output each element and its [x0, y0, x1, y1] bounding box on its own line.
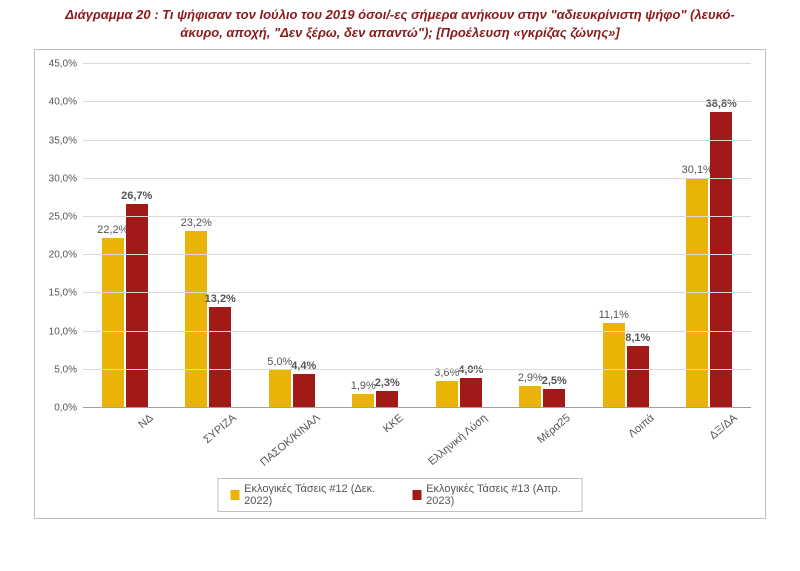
y-tick-label: 15,0%: [49, 288, 83, 299]
bar: [710, 112, 732, 409]
bar: [352, 394, 374, 409]
legend-swatch-2: [413, 490, 422, 500]
value-label: 23,2%: [181, 217, 212, 229]
y-tick-label: 45,0%: [49, 59, 83, 70]
page: Διάγραμμα 20 : Τι ψήφισαν τον Ιούλιο του…: [0, 0, 800, 571]
bar-pair: 1,9%2,3%: [352, 64, 398, 408]
chart-title: Διάγραμμα 20 : Τι ψήφισαν τον Ιούλιο του…: [12, 6, 788, 41]
value-label: 26,7%: [121, 190, 152, 202]
grid-line: [83, 63, 751, 64]
x-tick-label: Ελληνική Λύση: [426, 412, 489, 468]
value-label: 4,4%: [291, 360, 316, 372]
bar: [519, 386, 541, 408]
bar: [293, 374, 315, 408]
value-label: 13,2%: [205, 293, 236, 305]
x-tick-label: ΚΚΕ: [381, 412, 406, 435]
value-label: 22,2%: [97, 224, 128, 236]
value-label: 11,1%: [599, 309, 629, 321]
value-label: 2,9%: [518, 372, 543, 384]
bar: [460, 378, 482, 409]
y-tick-label: 0,0%: [54, 403, 83, 414]
title-line-2: άκυρο, αποχή, "Δεν ξέρω, δεν απαντώ"); […: [180, 25, 619, 40]
bar-pair: 5,0%4,4%: [269, 64, 315, 408]
x-tick-label: ΔΞ/ΔΑ: [708, 412, 740, 442]
legend-label-2: Εκλογικές Τάσεις #13 (Απρ. 2023): [426, 483, 569, 507]
legend: Εκλογικές Τάσεις #12 (Δεκ. 2022) Εκλογικ…: [218, 478, 583, 512]
grid-line: [83, 178, 751, 179]
bar: [209, 307, 231, 408]
bar: [603, 323, 625, 408]
value-label: 38,8%: [706, 98, 737, 110]
bar: [269, 370, 291, 408]
grid-line: [83, 331, 751, 332]
x-tick-label: ΝΔ: [136, 412, 155, 431]
legend-label-1: Εκλογικές Τάσεις #12 (Δεκ. 2022): [244, 483, 384, 507]
grid-line: [83, 292, 751, 293]
grid-line: [83, 101, 751, 102]
x-tick-label: ΠΑΣΟΚ/ΚΙΝΑΛ: [258, 412, 322, 469]
x-tick-label: ΣΥΡΙΖΑ: [202, 412, 239, 446]
bars-layer: 22,2%26,7%23,2%13,2%5,0%4,4%1,9%2,3%3,6%…: [83, 64, 751, 408]
bar: [126, 204, 148, 408]
bar-pair: 30,1%38,8%: [686, 64, 732, 408]
bar-pair: 11,1%8,1%: [603, 64, 649, 408]
value-label: 2,3%: [375, 377, 400, 389]
plot-area: 22,2%26,7%23,2%13,2%5,0%4,4%1,9%2,3%3,6%…: [83, 64, 751, 408]
grid-line: [83, 254, 751, 255]
bar-pair: 23,2%13,2%: [185, 64, 231, 408]
y-tick-label: 5,0%: [54, 364, 83, 375]
value-label: 5,0%: [267, 356, 292, 368]
grid-line: [83, 216, 751, 217]
y-tick-label: 25,0%: [49, 211, 83, 222]
value-label: 1,9%: [351, 380, 376, 392]
y-tick-label: 30,0%: [49, 173, 83, 184]
bar: [102, 238, 124, 408]
y-tick-label: 10,0%: [49, 326, 83, 337]
bar: [436, 381, 458, 409]
y-tick-label: 20,0%: [49, 250, 83, 261]
value-label: 2,5%: [542, 375, 567, 387]
grid-line: [83, 140, 751, 141]
bar: [627, 346, 649, 408]
chart-container: 22,2%26,7%23,2%13,2%5,0%4,4%1,9%2,3%3,6%…: [34, 49, 766, 519]
grid-line: [83, 369, 751, 370]
legend-item-series-2: Εκλογικές Τάσεις #13 (Απρ. 2023): [413, 483, 570, 507]
y-tick-label: 35,0%: [49, 135, 83, 146]
x-tick-label: Λοιπά: [626, 412, 656, 440]
y-tick-label: 40,0%: [49, 97, 83, 108]
title-line-1: Διάγραμμα 20 : Τι ψήφισαν τον Ιούλιο του…: [65, 7, 735, 22]
value-label: 8,1%: [625, 332, 650, 344]
legend-swatch-1: [231, 490, 240, 500]
bar-pair: 2,9%2,5%: [519, 64, 565, 408]
bar-pair: 3,6%4,0%: [436, 64, 482, 408]
bar-pair: 22,2%26,7%: [102, 64, 148, 408]
value-label: 30,1%: [682, 164, 713, 176]
x-axis-labels: ΝΔ ΣΥΡΙΖΑ ΠΑΣΟΚ/ΚΙΝΑΛ ΚΚΕ Ελληνική Λύση Μέρα2…: [83, 408, 751, 482]
bar: [376, 391, 398, 409]
x-tick-label: Μέρα25: [535, 412, 573, 446]
legend-item-series-1: Εκλογικές Τάσεις #12 (Δεκ. 2022): [231, 483, 385, 507]
bar: [185, 231, 207, 408]
bar: [543, 389, 565, 408]
